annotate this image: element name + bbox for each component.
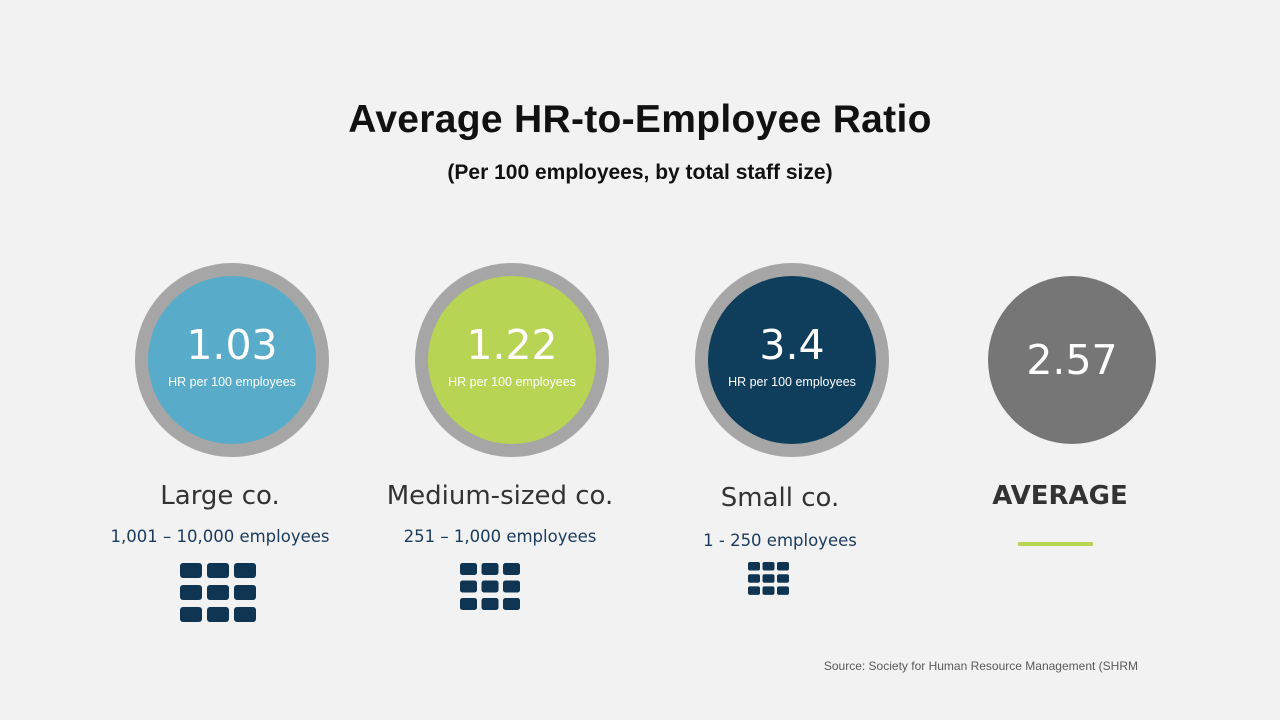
category-label-average: AVERAGE xyxy=(992,481,1128,511)
category-medium: 1.22 HR per 100 employees Medium-sized c… xyxy=(380,263,640,643)
value-circle-medium: 1.22 HR per 100 employees xyxy=(415,263,609,457)
category-label-large: Large co. xyxy=(160,481,280,511)
data-label-large: 1.03 xyxy=(186,321,278,369)
page-subtitle: (Per 100 employees, by total staff size) xyxy=(447,161,833,184)
category-small: 3.4 HR per 100 employees Small co. 1 - 2… xyxy=(660,263,920,643)
range-label-medium: 251 – 1,000 employees xyxy=(403,527,597,546)
value-circle-small: 3.4 HR per 100 employees xyxy=(695,263,889,457)
building-grid-icon xyxy=(460,563,520,610)
data-label-small: 3.4 xyxy=(759,321,825,369)
range-label-large: 1,001 – 10,000 employees xyxy=(110,527,330,546)
unit-label-large: HR per 100 employees xyxy=(168,375,296,389)
category-large: 1.03 HR per 100 employees Large co. 1,00… xyxy=(100,263,360,643)
value-circle-average: 2.57 xyxy=(975,263,1169,457)
average-underline xyxy=(1018,542,1093,546)
unit-label-medium: HR per 100 employees xyxy=(448,375,576,389)
value-circle-large: 1.03 HR per 100 employees xyxy=(135,263,329,457)
range-label-small: 1 - 250 employees xyxy=(703,531,857,550)
page-title: Average HR-to-Employee Ratio xyxy=(348,98,932,141)
source-note: Source: Society for Human Resource Manag… xyxy=(823,659,1138,673)
data-label-average: 2.57 xyxy=(1026,335,1118,384)
unit-label-small: HR per 100 employees xyxy=(728,375,856,389)
data-label-medium: 1.22 xyxy=(466,321,558,369)
category-label-small: Small co. xyxy=(720,483,840,513)
building-grid-icon xyxy=(748,562,789,595)
category-label-medium: Medium-sized co. xyxy=(386,481,614,511)
category-average: 2.57 AVERAGE xyxy=(940,263,1200,643)
building-grid-icon xyxy=(180,563,256,623)
